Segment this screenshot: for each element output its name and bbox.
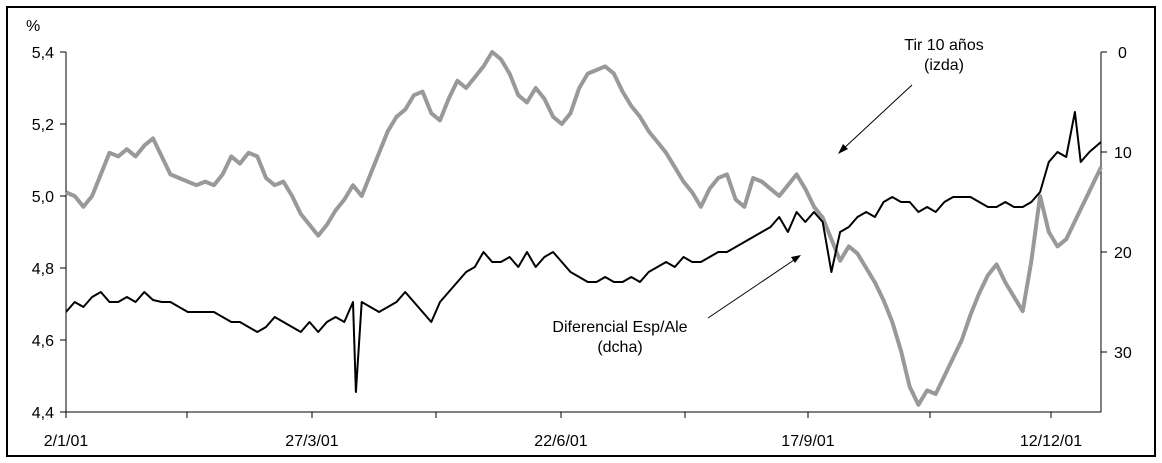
y-left-tick-label: 4,8 — [32, 261, 54, 278]
x-tick-label: 27/3/01 — [285, 433, 338, 450]
y-left-tick-label: 5,2 — [32, 117, 54, 134]
y-right-tick-label: 20 — [1114, 245, 1132, 262]
annotation-dif-line1: Diferencial Esp/Ale — [552, 319, 687, 336]
annotation-tir-arrowhead — [838, 144, 848, 154]
y-right-tick-label: 0 — [1118, 45, 1127, 62]
y-left-ticks: 5,4 5,2 5,0 4,8 4,6 4,4 — [32, 45, 66, 422]
annotation-tir-line1: Tir 10 años — [904, 37, 983, 54]
annotation-tir-line2: (izda) — [924, 57, 964, 74]
y-left-tick-label: 5,4 — [32, 45, 54, 62]
y-left-tick-label: 4,6 — [32, 333, 54, 350]
x-tick-label: 12/12/01 — [1020, 433, 1082, 450]
annotation-dif-arrowhead — [791, 255, 801, 263]
series-line-diferencial — [65, 111, 1102, 393]
y-right-ticks: 0 10 20 30 — [1101, 45, 1132, 362]
x-tick-label: 22/6/01 — [534, 433, 587, 450]
x-tick-label: 17/9/01 — [781, 433, 834, 450]
series-line-tir — [65, 50, 1103, 407]
x-tick-label: 2/1/01 — [44, 433, 89, 450]
y-left-tick-label: 5,0 — [32, 189, 54, 206]
x-ticks: 2/1/01 27/3/01 22/6/01 17/9/01 12/12/01 — [44, 412, 1082, 450]
annotation-tir-arrow — [841, 84, 913, 151]
y-right-tick-label: 10 — [1114, 145, 1132, 162]
annotation-dif-arrow — [707, 257, 798, 319]
y-left-tick-label: 4,4 — [32, 405, 54, 422]
annotation-dif-line2: (dcha) — [597, 339, 642, 356]
y-axis-unit: % — [26, 18, 40, 35]
y-right-tick-label: 30 — [1114, 345, 1132, 362]
